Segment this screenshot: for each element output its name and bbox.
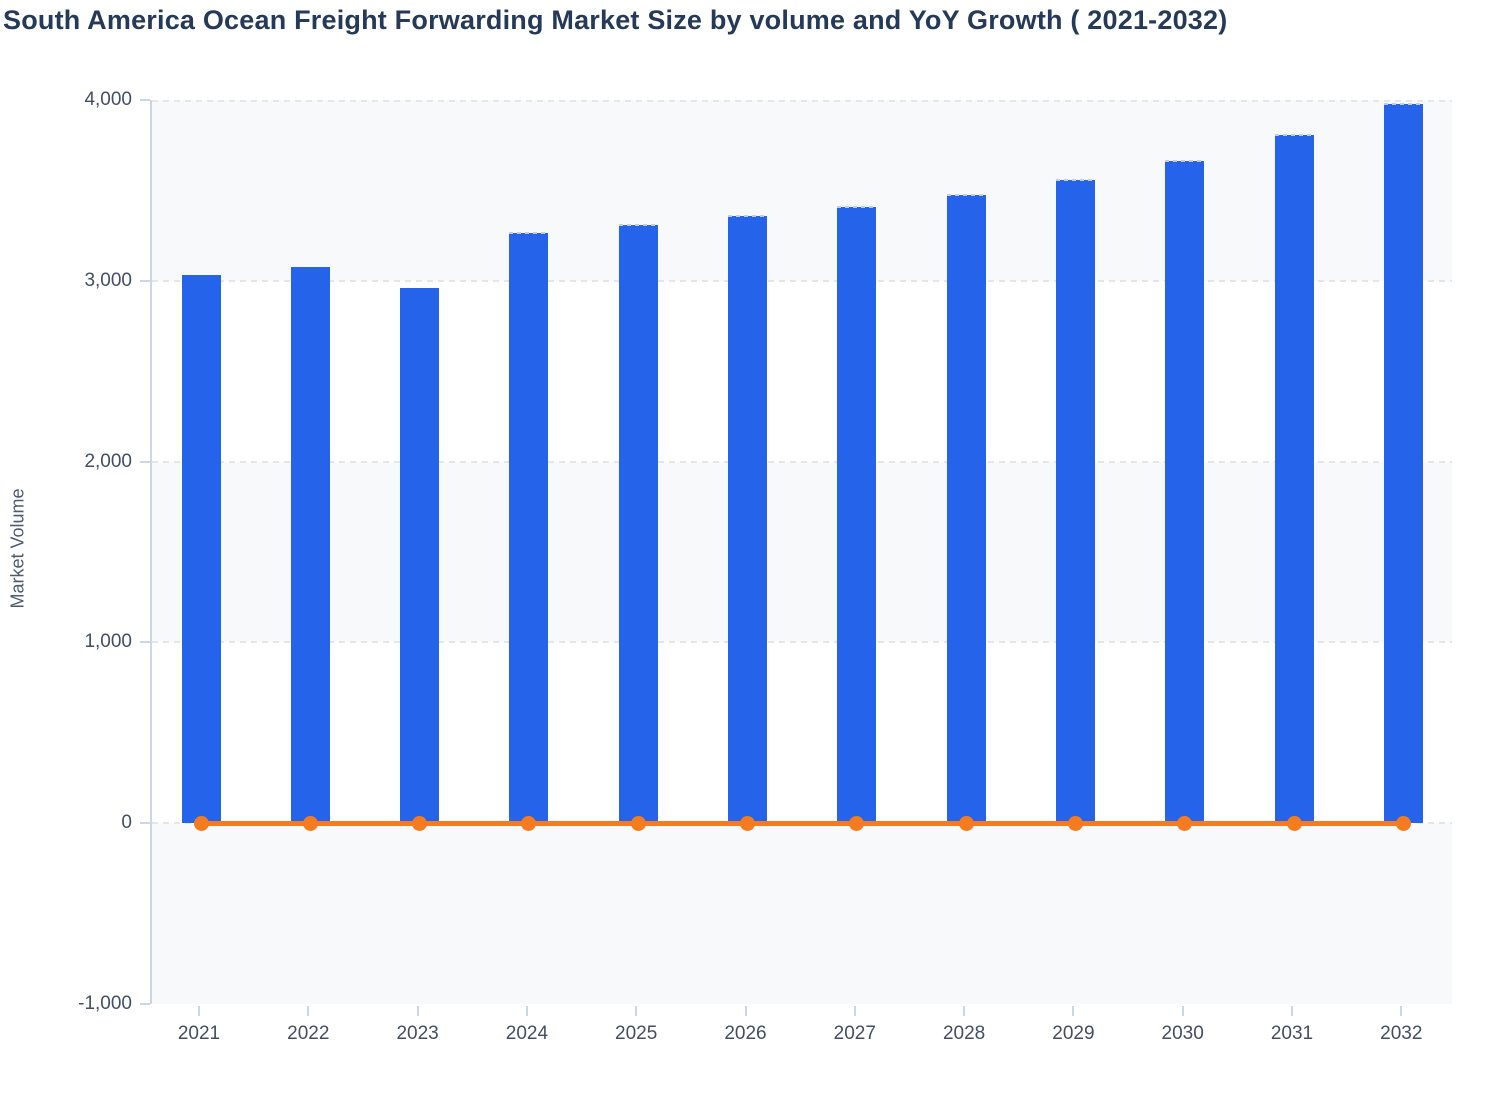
x-tick-label-2029: 2029 (1052, 1023, 1095, 1044)
y-tick-label-3000: 3,000 (84, 269, 132, 291)
bar-2030[interactable] (1165, 160, 1205, 824)
x-tick-mark-2029 (1072, 1006, 1075, 1016)
bar-forecast-dash (1055, 179, 1095, 182)
x-tick-label-2027: 2027 (833, 1023, 876, 1044)
yoy-marker-2032[interactable] (1395, 815, 1411, 831)
y-tick-mark-3000 (140, 279, 150, 282)
bar-2026[interactable] (728, 214, 767, 824)
yoy-marker-2028[interactable] (958, 815, 974, 831)
bar-forecast-dash (618, 223, 658, 226)
bar-2032[interactable] (1383, 102, 1423, 824)
bar-forecast-dash (1274, 134, 1314, 137)
x-tick-mark-2025 (635, 1006, 638, 1016)
y-tick-label-4000: 4,000 (84, 89, 132, 110)
bar-2027[interactable] (837, 205, 877, 824)
yoy-marker-2025[interactable] (630, 815, 646, 831)
yoy-marker-2026[interactable] (740, 815, 755, 831)
bar-2031[interactable] (1274, 134, 1314, 824)
yoy-marker-2027[interactable] (849, 815, 865, 831)
x-tick-label-2028: 2028 (942, 1023, 986, 1044)
yoy-marker-2022[interactable] (302, 815, 318, 831)
x-tick-label-2030: 2030 (1161, 1023, 1204, 1044)
bar-forecast-dash (946, 193, 986, 196)
y-tick-label--1000: -1,000 (78, 993, 132, 1014)
bar-forecast-dash (509, 231, 549, 234)
bar-forecast-dash (837, 205, 877, 208)
y-tick-label-1000: 1,000 (84, 631, 132, 653)
bar-2022[interactable] (290, 267, 330, 824)
x-tick-label-2023: 2023 (396, 1023, 439, 1044)
x-tick-label-2025: 2025 (615, 1023, 658, 1044)
yoy-marker-2031[interactable] (1286, 815, 1302, 831)
y-axis-title: Market Volume (7, 488, 28, 609)
y-tick-label-2000: 2,000 (84, 450, 132, 472)
x-tick-mark-2032 (1400, 1006, 1403, 1016)
x-tick-mark-2028 (963, 1006, 966, 1016)
yoy-marker-2024[interactable] (521, 815, 537, 831)
gridline-4000 (152, 100, 1452, 102)
x-tick-label-2031: 2031 (1270, 1023, 1314, 1044)
plot-area (150, 100, 1452, 1004)
yoy-marker-2029[interactable] (1067, 815, 1083, 831)
x-tick-mark-2021 (198, 1006, 200, 1016)
yoy-marker-2023[interactable] (412, 815, 428, 831)
plot-band-0 (152, 823, 1452, 1004)
bar-2028[interactable] (946, 193, 986, 824)
gridline-2000 (152, 460, 1452, 463)
bar-2021[interactable] (181, 275, 221, 824)
yoy-growth-line[interactable] (201, 820, 1404, 826)
y-tick-mark-1000 (140, 641, 150, 644)
gridline-1000 (152, 641, 1452, 644)
chart-title: South America Ocean Freight Forwarding M… (3, 5, 1228, 35)
yoy-marker-2030[interactable] (1177, 815, 1193, 831)
yoy-marker-2021[interactable] (193, 815, 209, 831)
bar-2025[interactable] (618, 223, 658, 824)
bar-2023[interactable] (400, 288, 440, 824)
x-tick-label-2021: 2021 (177, 1023, 221, 1044)
x-tick-label-2022: 2022 (287, 1023, 330, 1044)
x-tick-label-2024: 2024 (505, 1023, 549, 1044)
bar-2024[interactable] (509, 231, 549, 824)
x-tick-label-2026: 2026 (724, 1023, 767, 1044)
x-tick-mark-2023 (416, 1006, 419, 1016)
x-tick-mark-2026 (744, 1006, 747, 1016)
x-tick-mark-2024 (525, 1006, 528, 1016)
y-tick-mark-2000 (140, 460, 150, 463)
x-tick-label-2032: 2032 (1380, 1023, 1423, 1044)
bar-forecast-dash (1383, 102, 1423, 105)
y-tick-mark-0 (140, 822, 150, 825)
bar-forecast-dash (728, 214, 767, 217)
x-tick-mark-2031 (1291, 1006, 1293, 1016)
y-tick-mark-4000 (140, 99, 150, 101)
plot-band-4000 (152, 100, 1452, 281)
gridline-3000 (152, 279, 1452, 282)
bar-2029[interactable] (1055, 179, 1095, 824)
plot-band-2000 (152, 461, 1452, 643)
y-tick-label-0: 0 (121, 812, 132, 834)
y-tick-mark--1000 (140, 1003, 150, 1005)
x-tick-mark-2022 (307, 1006, 310, 1016)
x-tick-mark-2027 (853, 1006, 856, 1016)
x-tick-mark-2030 (1181, 1006, 1184, 1016)
bar-forecast-dash (1165, 160, 1205, 163)
